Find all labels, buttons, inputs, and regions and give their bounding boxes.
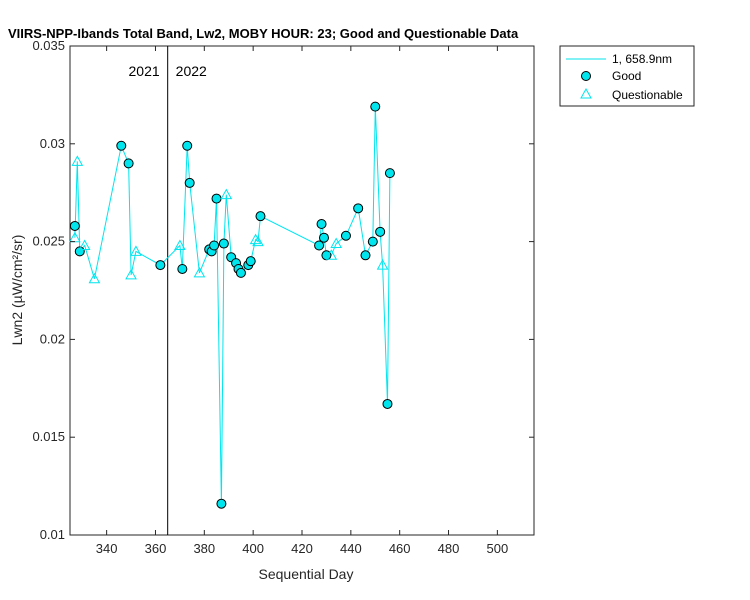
x-tick-label: 440 — [340, 541, 362, 556]
plot-area — [69, 45, 535, 536]
y-tick-label: 0.03 — [40, 136, 65, 151]
good-point — [370, 101, 381, 112]
good-point — [384, 168, 395, 179]
legend: 1, 658.9nm Good Questionable — [559, 45, 695, 107]
y-tick-label: 0.01 — [40, 527, 65, 542]
good-point — [155, 260, 166, 271]
questionable-point — [220, 188, 233, 200]
good-point — [353, 203, 364, 214]
x-tick-label: 500 — [487, 541, 509, 556]
good-point — [340, 230, 351, 241]
legend-good-marker — [581, 71, 591, 81]
x-tick-label: 460 — [389, 541, 411, 556]
good-point — [182, 140, 193, 151]
good-point — [177, 263, 188, 274]
questionable-point — [252, 235, 264, 247]
y-tick-label: 0.035 — [32, 38, 65, 53]
legend-good-label: Good — [612, 69, 641, 83]
good-point — [218, 238, 229, 249]
questionable-point — [78, 239, 91, 251]
good-point — [382, 398, 393, 409]
questionable-point — [174, 239, 186, 251]
year-label-right: 2022 — [176, 63, 207, 79]
legend-questionable-label: Questionable — [612, 88, 683, 102]
good-point — [123, 158, 134, 169]
x-tick-label: 380 — [193, 541, 215, 556]
good-point — [209, 240, 220, 251]
good-point — [184, 177, 195, 188]
questionable-point — [249, 233, 262, 245]
questionable-point — [125, 268, 137, 280]
good-point — [74, 246, 85, 257]
chart-title: VIIRS-NPP-Ibands Total Band, Lw2, MOBY H… — [8, 26, 519, 41]
good-point — [116, 140, 127, 151]
x-tick-label: 360 — [145, 541, 167, 556]
y-tick-label: 0.02 — [40, 331, 65, 346]
good-point — [360, 250, 371, 261]
legend-series-label: 1, 658.9nm — [612, 52, 672, 66]
good-point — [316, 218, 327, 229]
questionable-point — [88, 272, 101, 284]
y-axis-label: Lwn2 (µW/cm²/sr) — [9, 235, 25, 346]
y-tick-label: 0.025 — [32, 234, 65, 249]
good-point — [367, 236, 378, 247]
x-tick-label: 340 — [96, 541, 118, 556]
x-axis-label: Sequential Day — [259, 566, 354, 582]
good-point — [235, 267, 246, 278]
good-point — [211, 193, 222, 204]
good-point — [69, 220, 80, 231]
questionable-point — [330, 237, 343, 249]
questionable-point — [71, 155, 84, 166]
good-point — [375, 226, 386, 237]
year-label-left: 2021 — [129, 63, 160, 79]
good-point — [314, 240, 325, 251]
questionable-point — [130, 245, 142, 256]
good-point — [216, 498, 227, 509]
good-point — [245, 256, 256, 267]
legend-questionable-marker — [580, 87, 592, 99]
y-tick-label: 0.015 — [32, 429, 65, 444]
x-tick-label: 480 — [438, 541, 460, 556]
good-point — [255, 211, 266, 222]
questionable-point — [325, 249, 338, 260]
good-point — [318, 232, 329, 243]
x-tick-label: 420 — [291, 541, 313, 556]
questionable-point — [193, 266, 206, 278]
x-tick-label: 400 — [242, 541, 264, 556]
questionable-point — [376, 259, 389, 270]
